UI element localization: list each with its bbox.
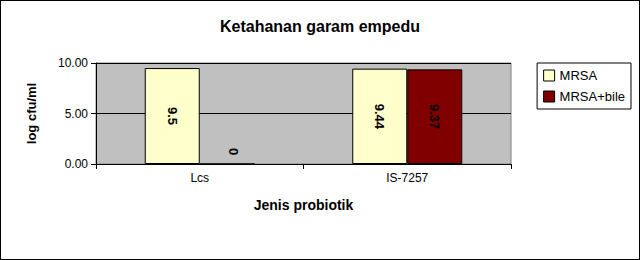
- svg-text:MRSA+bile: MRSA+bile: [560, 89, 625, 104]
- svg-text:log cfu/ml: log cfu/ml: [24, 83, 39, 144]
- svg-text:5.00: 5.00: [65, 107, 89, 121]
- svg-text:0: 0: [226, 148, 241, 155]
- svg-text:Lcs: Lcs: [190, 171, 209, 185]
- svg-text:IS-7257: IS-7257: [386, 171, 428, 185]
- svg-text:0.00: 0.00: [65, 157, 89, 171]
- svg-text:MRSA: MRSA: [560, 68, 598, 83]
- svg-text:9.37: 9.37: [427, 104, 442, 129]
- svg-text:9.5: 9.5: [165, 107, 180, 125]
- svg-text:9.44: 9.44: [372, 104, 387, 130]
- svg-text:10.00: 10.00: [58, 56, 88, 70]
- svg-text:Ketahanan garam empedu: Ketahanan garam empedu: [220, 18, 420, 35]
- svg-text:Jenis probiotik: Jenis probiotik: [254, 197, 354, 213]
